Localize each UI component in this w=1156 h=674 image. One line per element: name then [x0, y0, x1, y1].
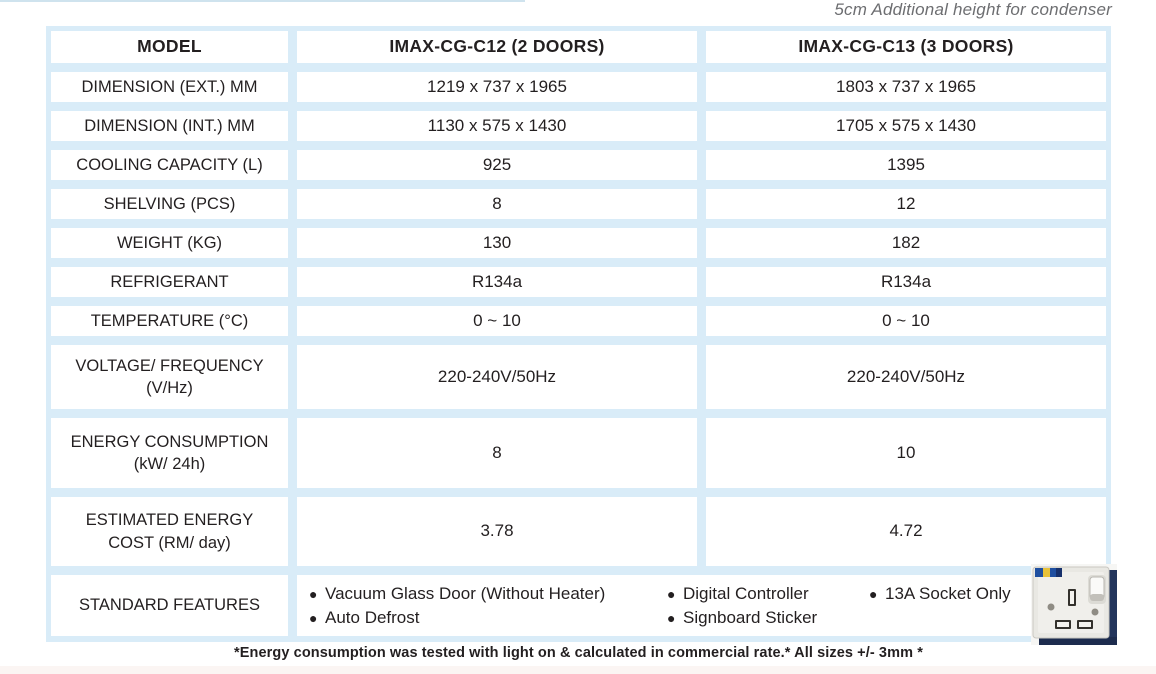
socket-switch: [1088, 575, 1106, 604]
value-refrigerant-c13: R134a: [706, 267, 1106, 297]
value-dimension-ext-c13: 1803 x 737 x 1965: [706, 72, 1106, 102]
value-weight-c13: 182: [706, 228, 1106, 258]
bottom-edge-strip: [0, 666, 1156, 674]
value-temperature-c13: 0 ~ 10: [706, 306, 1106, 336]
row-label-temperature: TEMPERATURE (°C): [51, 306, 288, 336]
feature-item: ● Auto Defrost: [309, 606, 667, 630]
header-model-c12: IMAX-CG-C12 (2 DOORS): [297, 31, 697, 63]
row-label-shelving: SHELVING (PCS): [51, 189, 288, 219]
value-voltage-frequency-c12: 220-240V/50Hz: [297, 345, 697, 409]
value-estimated-energy-cost-c12: 3.78: [297, 497, 697, 566]
value-weight-c12: 130: [297, 228, 697, 258]
value-shelving-c13: 12: [706, 189, 1106, 219]
uk-13a-socket-photo: [1031, 564, 1117, 645]
socket-label-sticker: [1035, 568, 1062, 577]
features-group-3: ● 13A Socket Only: [869, 582, 1100, 606]
row-label-dimension-int: DIMENSION (INT.) MM: [51, 111, 288, 141]
bullet-icon: ●: [667, 585, 676, 602]
value-energy-consumption-c12: 8: [297, 418, 697, 488]
feature-item: ● Signboard Sticker: [667, 606, 869, 630]
row-label-dimension-ext: DIMENSION (EXT.) MM: [51, 72, 288, 102]
feature-text: Signboard Sticker: [683, 607, 818, 627]
feature-text: 13A Socket Only: [885, 583, 1011, 603]
row-label-refrigerant: REFRIGERANT: [51, 267, 288, 297]
feature-item: ● Vacuum Glass Door (Without Heater): [309, 582, 667, 606]
value-cooling-capacity-c13: 1395: [706, 150, 1106, 180]
feature-text: Vacuum Glass Door (Without Heater): [325, 583, 606, 603]
value-shelving-c12: 8: [297, 189, 697, 219]
spec-table: MODEL IMAX-CG-C12 (2 DOORS) IMAX-CG-C13 …: [46, 26, 1111, 642]
features-group-1: ● Vacuum Glass Door (Without Heater) ● Aut…: [309, 582, 667, 630]
row-label-weight: WEIGHT (KG): [51, 228, 288, 258]
standard-features-cell: ● Vacuum Glass Door (Without Heater) ● Aut…: [297, 575, 1106, 636]
bullet-icon: ●: [869, 585, 878, 602]
row-label-estimated-energy-cost: ESTIMATED ENERGY COST (RM/ day): [51, 497, 288, 566]
row-label-energy-consumption: ENERGY CONSUMPTION (kW/ 24h): [51, 418, 288, 488]
bullet-icon: ●: [309, 609, 318, 626]
features-group-2: ● Digital Controller ● Signboard Sticker: [667, 582, 869, 630]
value-energy-consumption-c13: 10: [706, 418, 1106, 488]
value-temperature-c12: 0 ~ 10: [297, 306, 697, 336]
bullet-icon: ●: [309, 585, 318, 602]
bullet-icon: ●: [667, 609, 676, 626]
feature-item: ● Digital Controller: [667, 582, 869, 606]
row-label-voltage-frequency: VOLTAGE/ FREQUENCY (V/Hz): [51, 345, 288, 409]
value-dimension-int-c13: 1705 x 575 x 1430: [706, 111, 1106, 141]
value-cooling-capacity-c12: 925: [297, 150, 697, 180]
feature-text: Digital Controller: [683, 583, 809, 603]
row-label-cooling-capacity: COOLING CAPACITY (L): [51, 150, 288, 180]
header-model-c13: IMAX-CG-C13 (3 DOORS): [706, 31, 1106, 63]
value-dimension-int-c12: 1130 x 575 x 1430: [297, 111, 697, 141]
feature-text: Auto Defrost: [325, 607, 420, 627]
value-estimated-energy-cost-c13: 4.72: [706, 497, 1106, 566]
footnote: *Energy consumption was tested with ligh…: [234, 645, 923, 661]
condenser-note: 5cm Additional height for condenser: [834, 0, 1112, 19]
features-columns: ● Vacuum Glass Door (Without Heater) ● Aut…: [309, 582, 1100, 630]
header-model: MODEL: [51, 31, 288, 63]
value-dimension-ext-c12: 1219 x 737 x 1965: [297, 72, 697, 102]
row-label-standard-features: STANDARD FEATURES: [51, 575, 288, 636]
value-refrigerant-c12: R134a: [297, 267, 697, 297]
feature-item: ● 13A Socket Only: [869, 582, 1100, 606]
value-voltage-frequency-c13: 220-240V/50Hz: [706, 345, 1106, 409]
top-edge-line: [0, 0, 525, 2]
